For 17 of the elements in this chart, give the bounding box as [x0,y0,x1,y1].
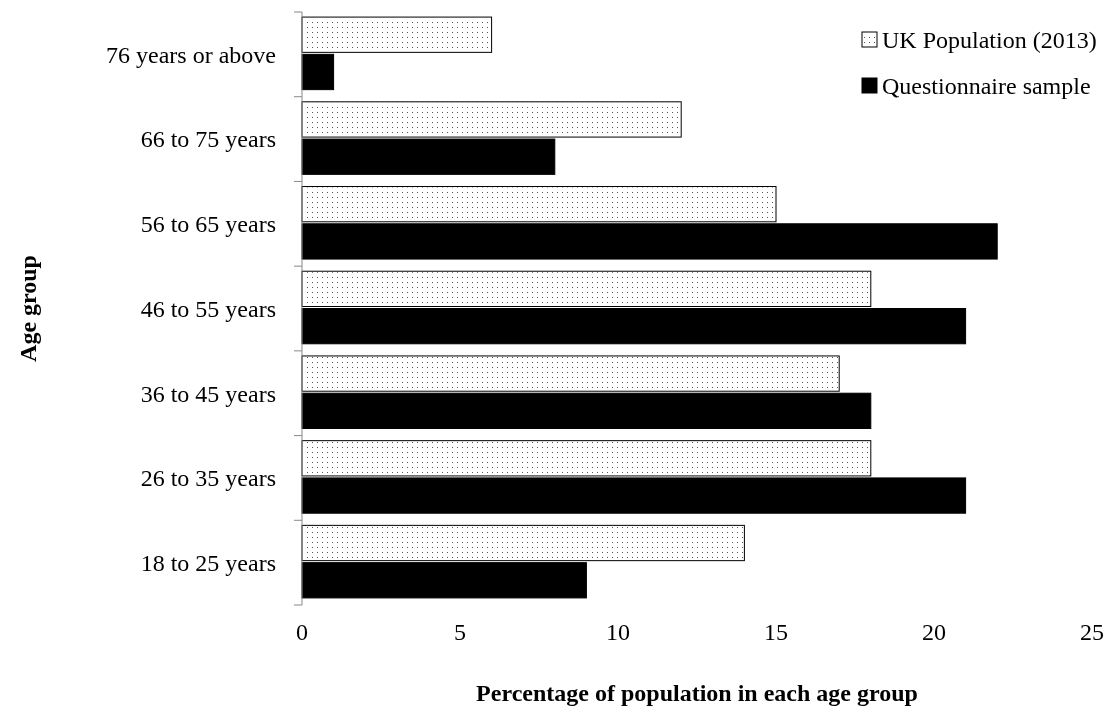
y-tick-label: 18 to 25 years [140,550,276,577]
legend-label: Questionnaire sample [882,73,1091,100]
x-tick-label: 25 [1080,619,1104,645]
x-axis-title: Percentage of population in each age group [476,680,918,706]
x-tick-label: 10 [606,619,630,645]
x-tick-label: 5 [454,619,466,645]
y-tick-label: 26 to 35 years [140,465,276,492]
y-tick-label: 36 to 45 years [140,380,276,407]
legend-label: UK Population (2013) [882,27,1097,54]
y-axis-title: Age group [15,255,41,362]
y-tick-label: 66 to 75 years [140,126,276,153]
y-tick-label: 46 to 55 years [140,295,276,322]
x-tick-label: 20 [922,619,946,645]
x-tick-label: 0 [296,619,308,645]
y-tick-label: 76 years or above [106,41,276,68]
x-tick-label: 15 [764,619,788,645]
y-tick-label: 56 to 65 years [140,211,276,238]
